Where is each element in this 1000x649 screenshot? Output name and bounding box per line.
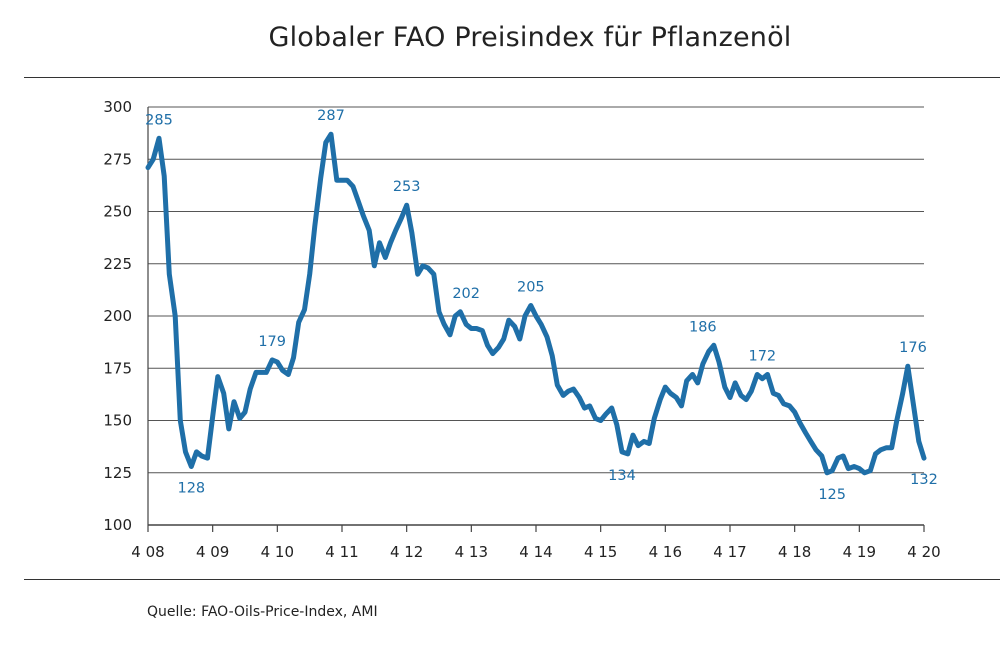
y-tick-label: 250 xyxy=(103,203,132,221)
data-label: 202 xyxy=(452,286,480,302)
series-group xyxy=(145,131,927,476)
bottom-rule xyxy=(24,579,1000,580)
y-tick-label: 150 xyxy=(103,412,132,430)
y-tick-label: 100 xyxy=(103,516,132,534)
y-tick-label: 225 xyxy=(103,255,132,273)
x-tick-label: 4 14 xyxy=(519,543,552,561)
x-tick-label: 4 18 xyxy=(778,543,811,561)
y-tick-label: 175 xyxy=(103,359,132,377)
source-note: Quelle: FAO-Oils-Price-Index, AMI xyxy=(147,604,378,620)
x-axis: 4 08 4 09 4 10 4 11 4 12 4 13 4 14 4 15 4 16 4 17… xyxy=(131,525,941,561)
data-label: 205 xyxy=(517,280,545,296)
data-label: 253 xyxy=(393,179,421,195)
x-tick-label: 4 08 xyxy=(131,543,164,561)
x-tick-label: 4 09 xyxy=(196,543,229,561)
data-label: 176 xyxy=(899,340,927,356)
y-tick-label: 125 xyxy=(103,464,132,482)
data-label: 285 xyxy=(145,112,173,128)
x-tick-label: 4 11 xyxy=(325,543,358,561)
x-tick-label: 4 19 xyxy=(843,543,876,561)
data-label: 134 xyxy=(608,468,636,484)
y-tick-label: 275 xyxy=(103,150,132,168)
top-rule xyxy=(24,77,1000,78)
data-label: 287 xyxy=(317,108,345,124)
data-label: 179 xyxy=(258,334,286,350)
x-tick-label: 4 12 xyxy=(390,543,423,561)
x-tick-label: 4 16 xyxy=(649,543,682,561)
data-label: 132 xyxy=(910,472,938,488)
data-label: 128 xyxy=(177,480,205,496)
data-label: 172 xyxy=(748,349,776,365)
y-axis: 100 125 150 175 200 225 250 275 300 xyxy=(103,98,149,534)
y-tick-label: 300 xyxy=(103,98,132,116)
chart-title: Globaler FAO Preisindex für Pflanzenöl xyxy=(268,22,792,53)
x-tick-label: 4 17 xyxy=(713,543,746,561)
series-line-0 xyxy=(145,131,927,476)
data-label: 186 xyxy=(689,319,717,335)
y-tick-label: 200 xyxy=(103,307,132,325)
x-tick-label: 4 13 xyxy=(455,543,488,561)
x-tick-label: 4 20 xyxy=(907,543,940,561)
x-tick-label: 4 15 xyxy=(584,543,617,561)
data-labels: 285 128 179 287 253 202 205 134 186 172 125 176 132 xyxy=(145,108,938,503)
data-label: 125 xyxy=(818,487,846,503)
x-tick-label: 4 10 xyxy=(261,543,294,561)
